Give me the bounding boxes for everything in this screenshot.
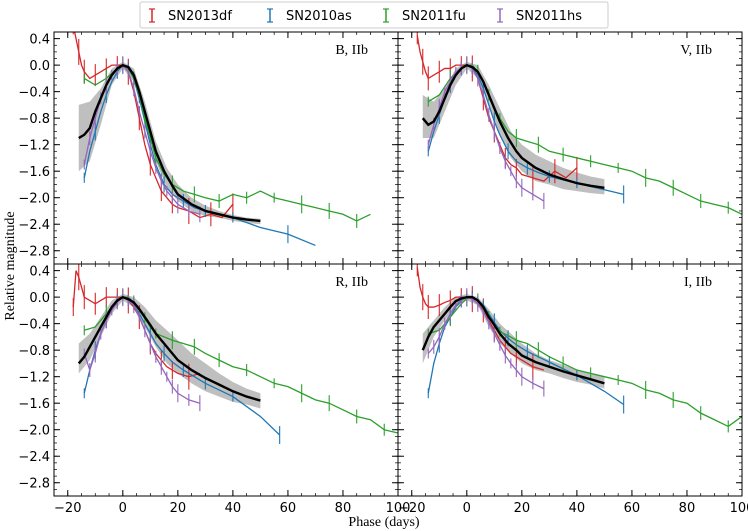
template-band [422, 61, 605, 195]
series [427, 56, 545, 210]
y-tick-label: −0.8 [18, 112, 50, 127]
x-tick-label: 40 [569, 501, 586, 516]
plot-area [72, 264, 398, 445]
panel-frame [397, 263, 743, 497]
y-tick-label: −2.8 [18, 245, 50, 260]
y-tick-label: 0.0 [29, 59, 50, 74]
panels-grid: 0.4 0.0 −0.4 −0.8 −1.2 −1.6 −2.0 −2.4 −2.8 B, IIb… [18, 31, 748, 516]
y-tick-label: −1.2 [18, 139, 50, 154]
y-axis-label: Relative magnitude [3, 211, 18, 320]
plot-area [72, 32, 371, 247]
template-band [422, 293, 605, 389]
series [83, 294, 281, 445]
x-axis-label: Phase (days) [348, 515, 419, 530]
series-line [428, 296, 742, 428]
series-line [427, 64, 742, 215]
y-tick-label: 0.0 [29, 291, 50, 306]
series [427, 290, 742, 433]
x-tick-label: 80 [679, 501, 696, 516]
y-tick-label: 0.4 [29, 265, 50, 280]
series-line [427, 296, 625, 406]
series [83, 289, 398, 436]
series [427, 288, 545, 397]
series-line [427, 296, 545, 390]
legend-label: SN2011hs [516, 9, 582, 24]
legend-item: SN2011fu [383, 8, 466, 24]
x-tick-label: −20 [54, 501, 81, 516]
plot-area [416, 264, 742, 433]
legend-label: SN2010as [286, 9, 352, 24]
template-line [77, 295, 261, 402]
legend-label: SN2011fu [402, 9, 466, 24]
legend-box [139, 1, 609, 29]
x-tick-label: 40 [225, 501, 242, 516]
x-tick-label: 0 [463, 501, 471, 516]
panel: 0.4 0.0 −0.4 −0.8 −1.2 −1.6 −2.0 −2.4 −2.8 −20 0 20… [18, 263, 411, 516]
panel-label: R, IIb [335, 275, 368, 290]
x-tick-label: 20 [170, 501, 187, 516]
series-line [84, 296, 398, 434]
x-tick-label: 100 [730, 501, 748, 516]
y-tick-label: −2.4 [18, 450, 50, 465]
panel: −20 0 20 40 60 80 100 I, IIb [397, 263, 748, 516]
y-tick-label: −0.4 [18, 318, 50, 333]
y-tick-label: −1.2 [18, 371, 50, 386]
series-line [427, 64, 545, 202]
y-tick-label: −2.0 [18, 192, 50, 207]
template-line [78, 63, 261, 223]
y-tick-label: 0.4 [29, 33, 50, 48]
panel: V, IIb [397, 31, 743, 265]
y-tick-label: −1.6 [18, 165, 50, 180]
y-tick-label: −2.8 [18, 477, 50, 492]
y-tick-label: −2.0 [18, 424, 50, 439]
series-line [83, 64, 371, 222]
x-tick-label: 60 [624, 501, 641, 516]
panel-label: V, IIb [680, 43, 712, 58]
template-line [421, 295, 605, 385]
y-tick-label: −0.8 [18, 344, 50, 359]
y-tick-label: −2.4 [18, 218, 50, 233]
panel-frame [53, 31, 399, 265]
y-tick-label: −0.4 [18, 86, 50, 101]
series [83, 57, 371, 228]
plot-area [416, 32, 742, 215]
x-tick-label: 0 [119, 501, 127, 516]
panel: 0.4 0.0 −0.4 −0.8 −1.2 −1.6 −2.0 −2.4 −2.8 B, IIb [18, 31, 399, 265]
template-line [421, 63, 605, 189]
y-tick-label: −1.6 [18, 397, 50, 412]
legend-item: SN2010as [267, 8, 352, 24]
panel-label: I, IIb [684, 275, 712, 290]
series-line [83, 296, 201, 404]
panel-label: B, IIb [335, 43, 368, 58]
legend-item: SN2013df [149, 8, 232, 24]
legend: SN2013df SN2010as SN2011fu SN2011hs [139, 1, 609, 29]
legend-item: SN2011hs [497, 8, 582, 24]
series-line [427, 64, 624, 196]
x-tick-label: 100 [386, 501, 411, 516]
panel-frame [397, 31, 743, 265]
x-tick-label: −20 [398, 501, 425, 516]
legend-label: SN2013df [168, 9, 232, 24]
x-tick-label: 80 [335, 501, 352, 516]
x-tick-label: 20 [514, 501, 531, 516]
x-tick-label: 60 [280, 501, 297, 516]
